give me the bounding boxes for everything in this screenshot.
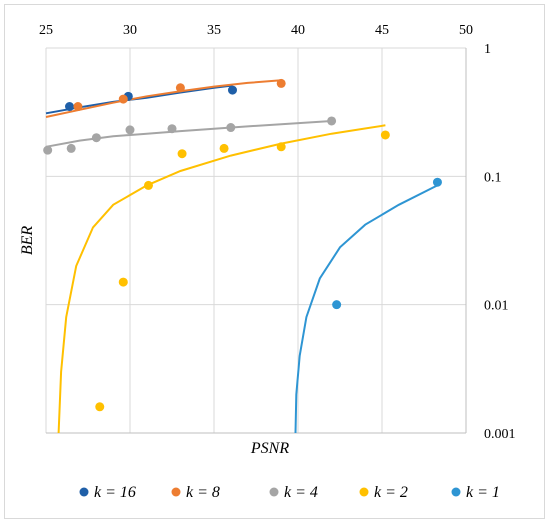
chart-frame xyxy=(4,4,545,519)
data-point-series-4 xyxy=(380,130,390,140)
x-tick-label: 50 xyxy=(459,23,473,38)
data-point-series-4 xyxy=(118,277,128,287)
trend-lines xyxy=(45,79,438,434)
data-point-series-5 xyxy=(332,300,342,310)
legend-marker-series-3 xyxy=(269,487,279,497)
data-point-series-1 xyxy=(227,85,237,95)
data-point-series-5 xyxy=(432,177,442,187)
data-point-series-3 xyxy=(66,143,76,153)
y-tick-label: 1 xyxy=(484,42,491,57)
data-point-series-2 xyxy=(118,94,128,104)
data-point-series-3 xyxy=(327,116,337,126)
legend-label-series-3: k = 4 xyxy=(284,484,318,501)
trend-line-series-1 xyxy=(45,84,233,115)
y-tick-label: 0.01 xyxy=(484,299,509,314)
legend-label-series-2: k = 8 xyxy=(186,484,220,501)
x-tick-label: 40 xyxy=(291,23,305,38)
legend: k = 16 k = 8 k = 4 k = 2 k = 1 xyxy=(79,484,500,501)
data-point-series-4 xyxy=(177,149,187,159)
data-point-series-2 xyxy=(175,83,185,93)
x-axis-label: PSNR xyxy=(250,440,289,457)
data-point-series-4 xyxy=(276,142,286,152)
data-point-series-2 xyxy=(276,78,286,88)
x-tick-label: 30 xyxy=(123,23,137,38)
legend-marker-series-2 xyxy=(171,487,181,497)
data-point-series-4 xyxy=(219,143,229,153)
legend-marker-series-4 xyxy=(359,487,369,497)
trend-line-series-4 xyxy=(57,124,386,434)
x-tick-label: 35 xyxy=(207,23,221,38)
legend-label-series-1: k = 16 xyxy=(94,484,136,501)
x-tick-label: 45 xyxy=(375,23,389,38)
data-point-series-3 xyxy=(226,123,236,133)
data-point-series-1 xyxy=(65,102,75,112)
trend-line-series-2 xyxy=(45,79,282,118)
legend-label-series-5: k = 1 xyxy=(466,484,500,501)
data-point-series-2 xyxy=(73,102,83,112)
data-points xyxy=(43,78,442,412)
data-point-series-3 xyxy=(167,124,177,134)
legend-label-series-4: k = 2 xyxy=(374,484,408,501)
y-tick-label: 0.001 xyxy=(484,427,516,442)
y-tick-labels: 1 0.1 0.01 0.001 xyxy=(484,42,516,442)
gridlines xyxy=(45,47,467,434)
x-tick-labels: 25 30 35 40 45 50 xyxy=(39,23,473,38)
y-tick-label: 0.1 xyxy=(484,170,502,185)
trend-line-series-5 xyxy=(294,184,438,434)
axes xyxy=(46,48,467,434)
data-point-series-3 xyxy=(125,125,135,135)
data-point-series-3 xyxy=(43,145,53,155)
trend-line-series-3 xyxy=(45,120,332,148)
legend-marker-series-1 xyxy=(79,487,89,497)
y-axis-label: BER xyxy=(19,226,36,256)
data-point-series-4 xyxy=(143,180,153,190)
data-point-series-4 xyxy=(95,402,105,412)
data-point-series-3 xyxy=(91,133,101,143)
legend-marker-series-5 xyxy=(451,487,461,497)
x-tick-label: 25 xyxy=(39,23,53,38)
